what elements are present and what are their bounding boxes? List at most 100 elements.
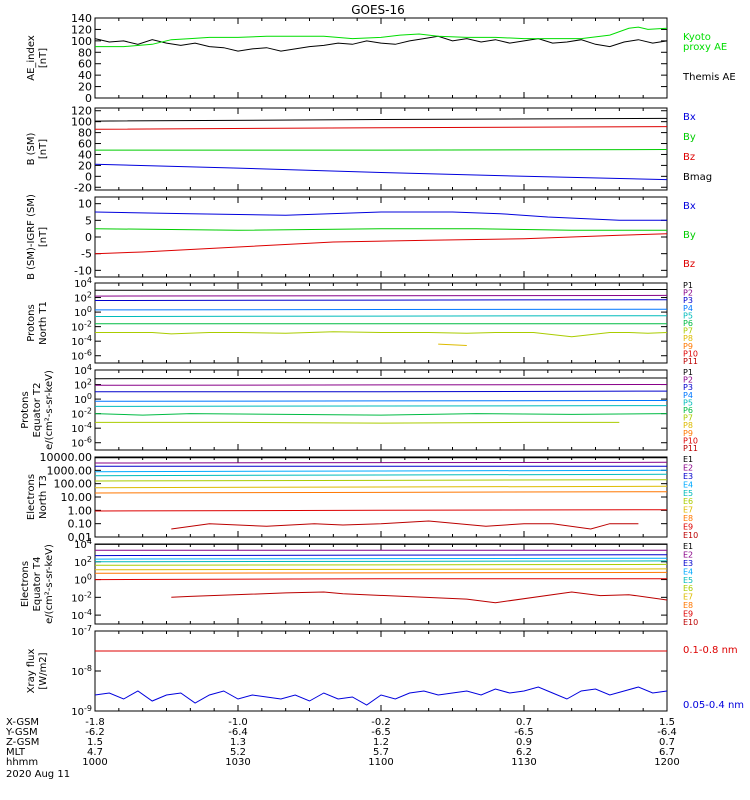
y-axis-label: AE_index [26, 35, 37, 81]
series-e9 [94, 509, 668, 512]
series-p9 [438, 343, 467, 346]
series-p2 [94, 384, 668, 386]
legend-p9: P9 [683, 342, 693, 351]
y-tick-label: 1.00 [68, 504, 93, 517]
orbit-value: -0.2 [371, 717, 391, 728]
y-tick-label: 102 [74, 555, 92, 569]
legend-by: By [683, 132, 696, 143]
legend-e7: E7 [683, 506, 693, 515]
y-tick-label: 80 [78, 127, 92, 140]
y-axis-label: e/(cm²-s-sr-keV) [44, 544, 55, 624]
legend-e6: E6 [683, 497, 693, 506]
legend-e2: E2 [683, 550, 693, 559]
series-e10 [171, 591, 668, 604]
y-tick-label: 120 [71, 105, 92, 118]
legend-e6: E6 [683, 584, 693, 593]
legend-e7: E7 [683, 593, 693, 602]
series-bx [94, 163, 668, 181]
panel-frame [94, 17, 668, 99]
y-axis-label: [nT] [38, 139, 49, 159]
series-bz [94, 233, 668, 255]
series-p4 [94, 308, 668, 311]
orbit-label-hhmm: hhmm [6, 757, 38, 768]
legend-p6: P6 [683, 406, 693, 415]
orbit-value: 5.7 [373, 747, 389, 758]
orbit-value: 5.2 [230, 747, 246, 758]
series-bz [94, 126, 668, 130]
panel-7: 10-4 10-2 100 102 104 Electrons Equator T4 e/(c… [20, 537, 698, 627]
legend-bz: Bz [683, 152, 695, 163]
series-e7 [94, 568, 668, 571]
y-axis-label: Protons [26, 304, 37, 341]
y-tick-label: 100 [74, 305, 92, 319]
legend-e9: E9 [683, 523, 693, 532]
orbit-value: 0.7 [659, 737, 675, 748]
legend-p1: P1 [683, 368, 693, 377]
y-axis-label: B (SM) [26, 132, 37, 165]
legend-proxy-ae: proxy AE [683, 42, 727, 53]
legend-e5: E5 [683, 489, 693, 498]
y-tick-label: 100 [74, 573, 92, 587]
legend-p9: P9 [683, 429, 693, 438]
y-tick-label: 60 [78, 138, 92, 151]
y-axis-label: [nT] [38, 48, 49, 68]
legend-p7: P7 [683, 414, 693, 423]
legend-e10: E10 [683, 531, 698, 540]
legend-p2: P2 [683, 376, 693, 385]
y-axis-label: e/(cm²-s-sr-keV) [44, 370, 55, 450]
y-tick-label: 104 [74, 276, 92, 290]
y-tick-label: 0 [85, 92, 92, 105]
y-tick-label: 40 [78, 148, 92, 161]
legend-p5: P5 [683, 311, 693, 320]
y-tick-label: 10000.00 [40, 451, 93, 464]
series-e5 [94, 560, 668, 563]
orbit-value: 1130 [511, 757, 536, 768]
orbit-label-y-gsm: Y-GSM [5, 727, 38, 738]
legend-bmag: Bmag [683, 172, 712, 183]
y-tick-label: 1000.00 [47, 464, 93, 477]
legend-p4: P4 [683, 304, 693, 313]
y-tick-label: 10-4 [71, 334, 92, 348]
legend-p5: P5 [683, 398, 693, 407]
series-e3 [94, 554, 668, 557]
orbit-value: 1100 [368, 757, 393, 768]
orbit-label-x-gsm: X-GSM [6, 717, 39, 728]
y-tick-label: 80 [78, 46, 92, 59]
legend-e3: E3 [683, 472, 693, 481]
legend-e9: E9 [683, 610, 693, 619]
y-tick-label: 10-9 [71, 704, 92, 718]
series-p1 [94, 289, 668, 291]
orbit-value: 1030 [225, 757, 250, 768]
y-tick-label: 10-4 [71, 421, 92, 435]
series-p1 [94, 377, 668, 380]
legend-p2: P2 [683, 289, 693, 298]
series-p3 [95, 390, 668, 393]
series-themis-ae [94, 35, 668, 52]
legend-p7: P7 [683, 327, 693, 336]
y-axis-label: [nT] [38, 227, 49, 247]
y-tick-label: 140 [71, 12, 92, 25]
orbit-label-z-gsm: Z-GSM [6, 737, 39, 748]
y-tick-label: 0.01 [68, 531, 93, 544]
legend-p4: P4 [683, 391, 693, 400]
y-tick-label: 120 [71, 23, 92, 36]
legend-e4: E4 [683, 567, 693, 576]
plot-title: GOES-16 [351, 3, 405, 17]
panel-3: -10 -5 0 5 10 B (SM)-IGRF (SM) [nT] Bx By Bz [26, 194, 696, 280]
y-tick-label: 10-4 [71, 608, 92, 622]
series-e4 [94, 557, 668, 560]
series-p6 [94, 413, 668, 416]
legend-themis-ae: Themis AE [682, 72, 736, 83]
y-tick-label: 10 [78, 198, 92, 211]
legend-by: By [683, 230, 696, 241]
y-tick-label: -10 [74, 264, 92, 277]
series-p4 [94, 400, 668, 402]
date-label: 2020 Aug 11 [6, 769, 70, 780]
legend-p10: P10 [683, 349, 698, 358]
orbit-label-mlt: MLT [6, 747, 26, 758]
y-axis-label: [W/m2] [38, 652, 49, 689]
y-axis-label: B (SM)-IGRF (SM) [26, 194, 37, 280]
